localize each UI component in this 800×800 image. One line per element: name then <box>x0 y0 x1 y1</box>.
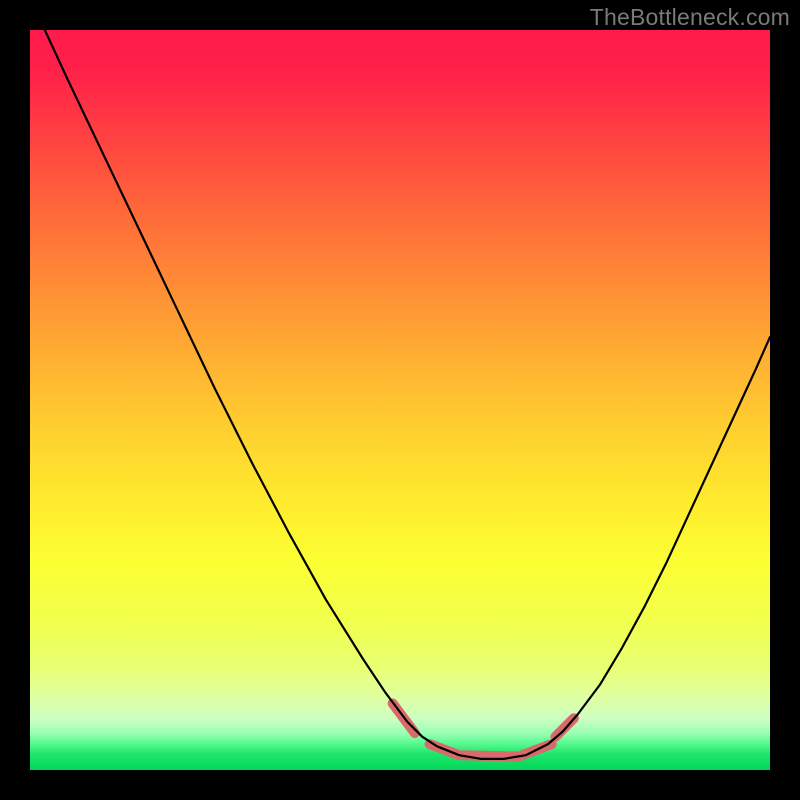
watermark-text: TheBottleneck.com <box>590 4 790 31</box>
bottleneck-chart <box>0 0 800 800</box>
chart-background-gradient <box>30 30 770 770</box>
